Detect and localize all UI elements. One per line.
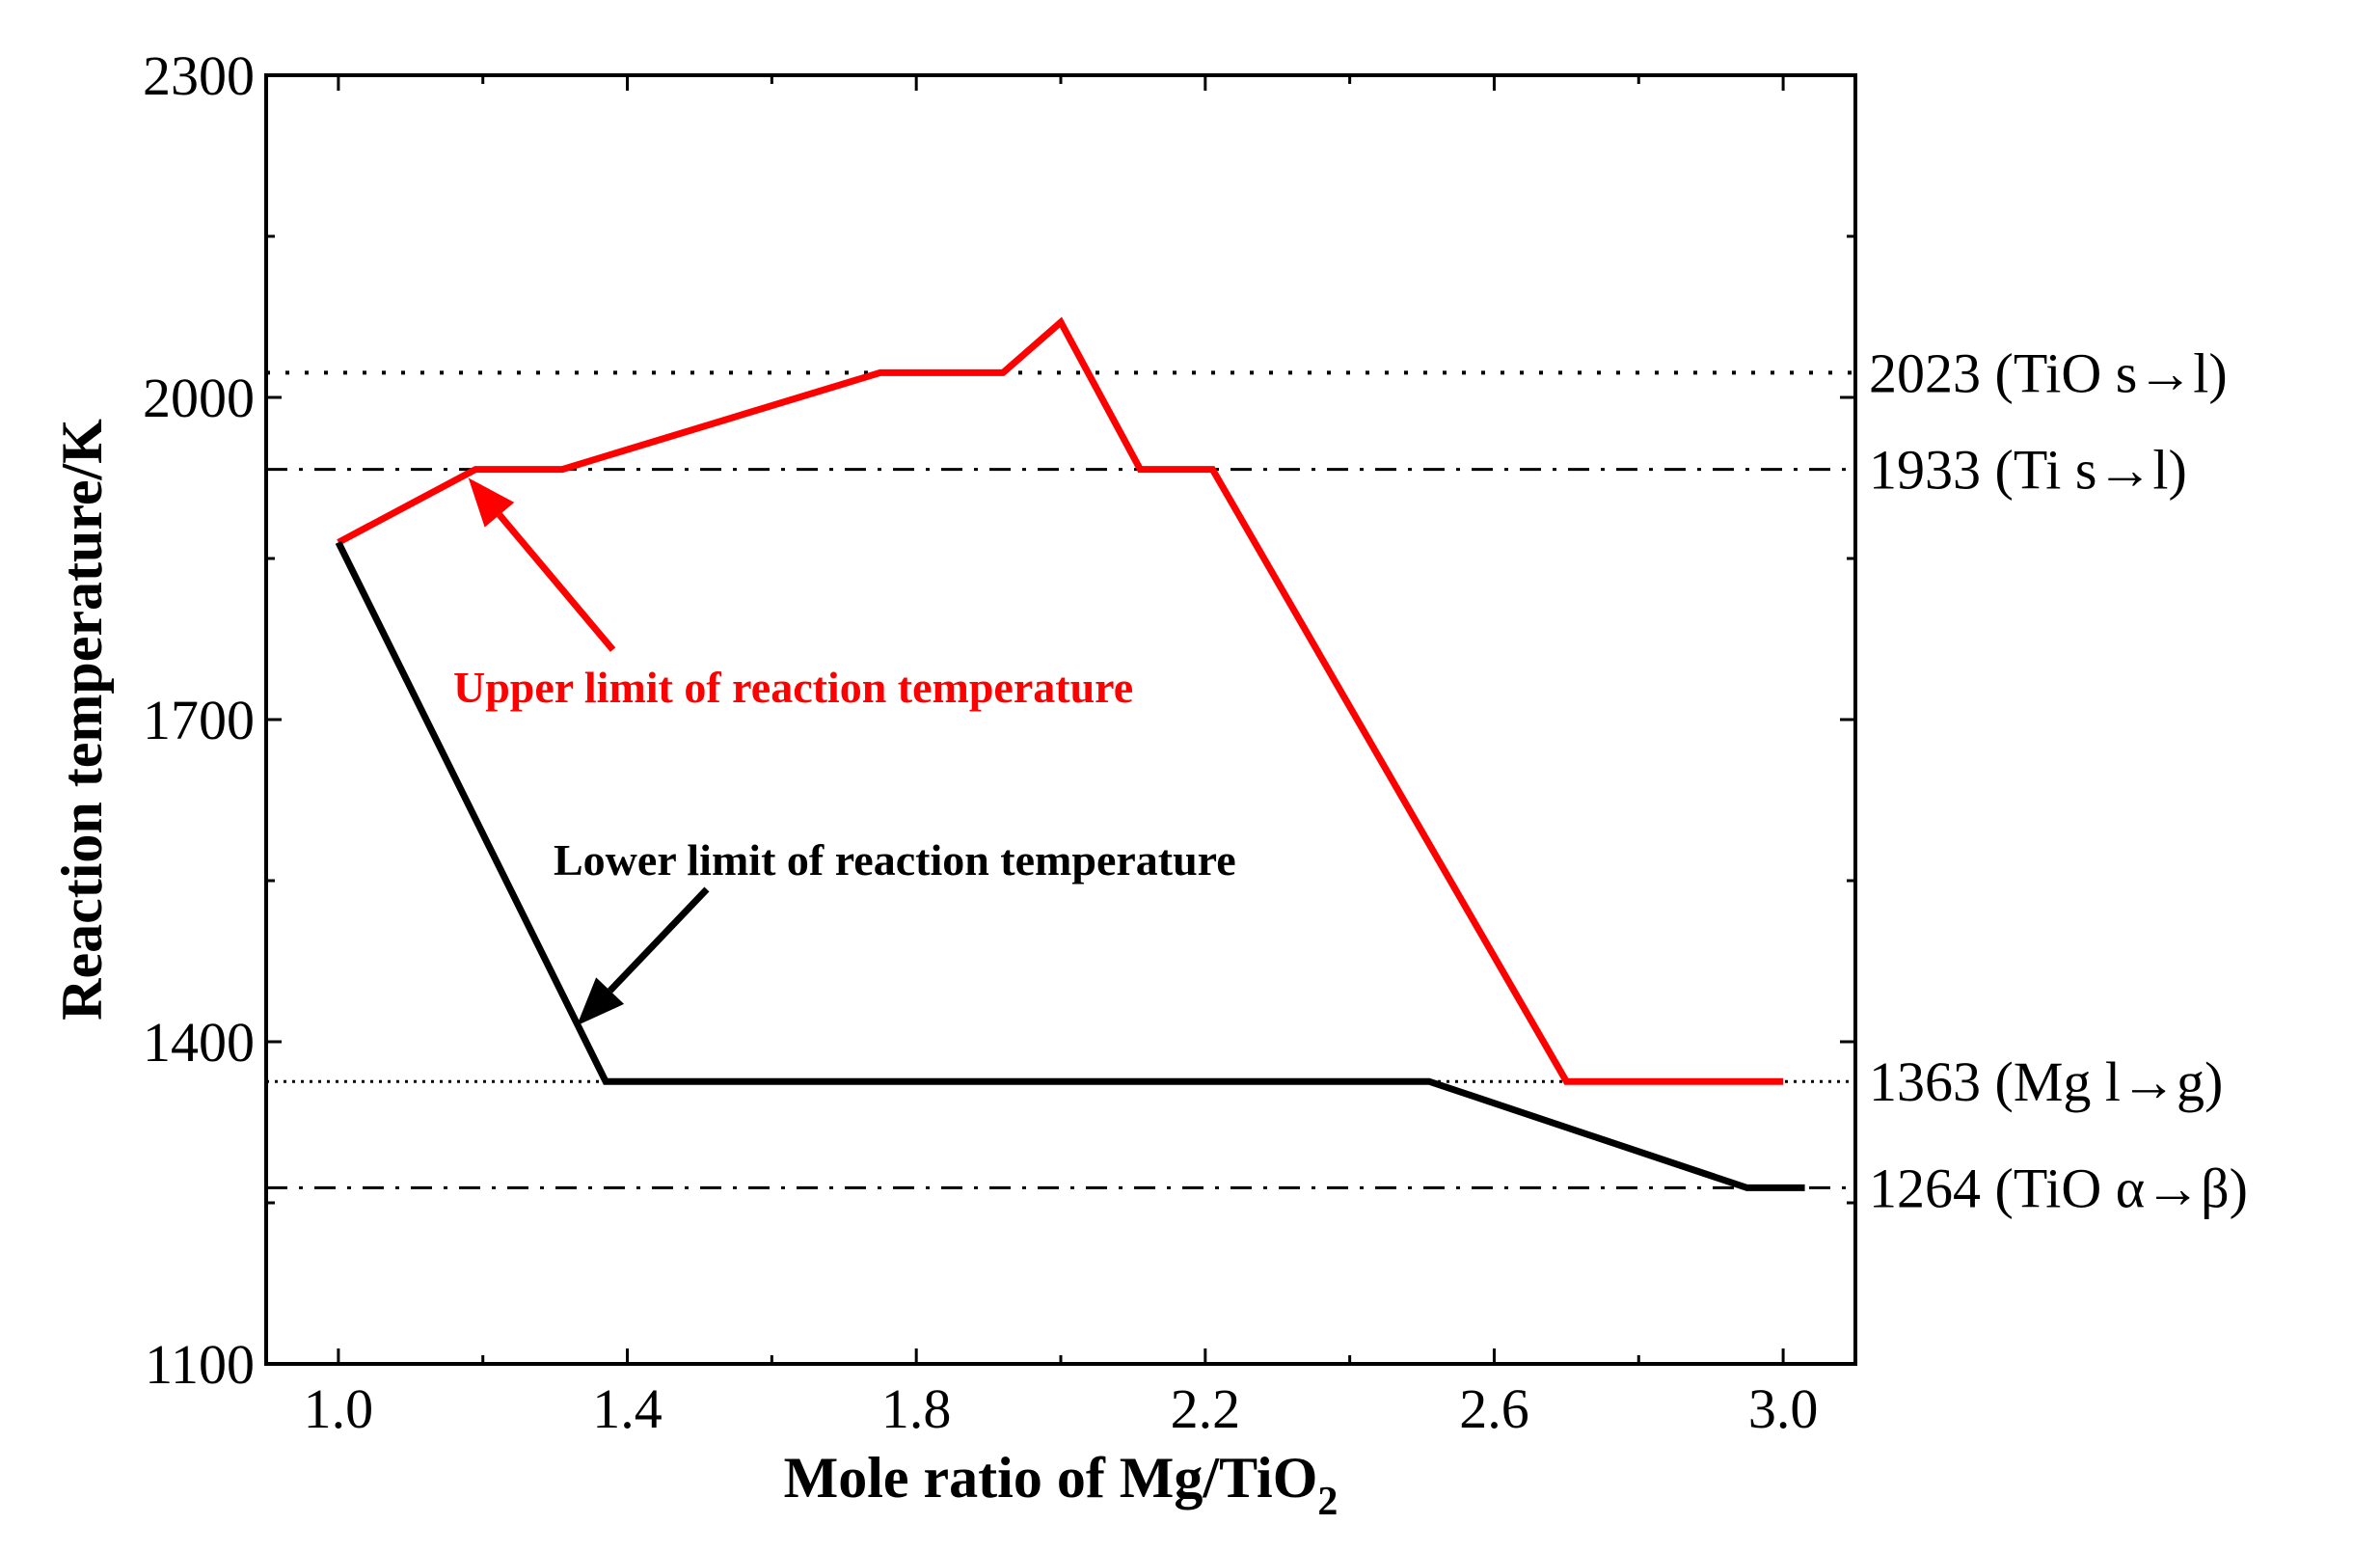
x-tick-label: 1.0 (304, 1377, 374, 1440)
x-tick-label: 1.4 (592, 1377, 663, 1440)
y-tick-label: 1100 (145, 1333, 255, 1396)
x-tick-label: 3.0 (1748, 1377, 1819, 1440)
annotation-arrow-head (577, 977, 625, 1026)
x-axis-title-subscript: 2 (1317, 1480, 1338, 1524)
annotation-label: Lower limit of reaction temperature (554, 835, 1236, 885)
series-line (337, 316, 1784, 1085)
annotation-arrow-shaft (497, 512, 616, 652)
x-tick-label: 1.8 (881, 1377, 952, 1440)
reference-line-label: 1264 (TiO α→β) (1869, 1157, 2248, 1219)
annotation-arrow-head (468, 477, 515, 528)
reference-line-label: 1933 (Ti s→l) (1869, 439, 2187, 502)
y-tick-label: 1700 (143, 689, 255, 751)
y-tick-label: 2300 (143, 44, 255, 107)
y-tick-label: 1400 (143, 1011, 255, 1074)
x-tick-label: 2.2 (1171, 1377, 1241, 1440)
series-line (335, 540, 1805, 1191)
annotation-arrow-shaft (608, 886, 710, 994)
y-axis-title: Reaction temperature/K (50, 419, 114, 1021)
x-tick-label: 2.6 (1459, 1377, 1529, 1440)
axis-ticks (266, 73, 1855, 1366)
tick-labels: 1.0 1.4 1.8 2.2 2.6 3.0 1100 1400 1700 2000 2300 (143, 44, 1818, 1440)
annotation-label: Upper limit of reaction temperature (453, 663, 1133, 712)
reference-line-label: 2023 (TiO s→l) (1869, 341, 2228, 404)
x-axis-title: Mole ratio of Mg/TiO2 (784, 1446, 1339, 1524)
annotations: Upper limit of reaction temperature Lower… (453, 477, 1236, 1026)
reference-lines: 2023 (TiO s→l) 1933 (Ti s→l) 1363 (Mg l→g)… (266, 341, 2248, 1219)
reference-line-label: 1363 (Mg l→g) (1869, 1050, 2223, 1113)
series-layer (335, 316, 1805, 1191)
y-tick-label: 2000 (143, 367, 255, 429)
